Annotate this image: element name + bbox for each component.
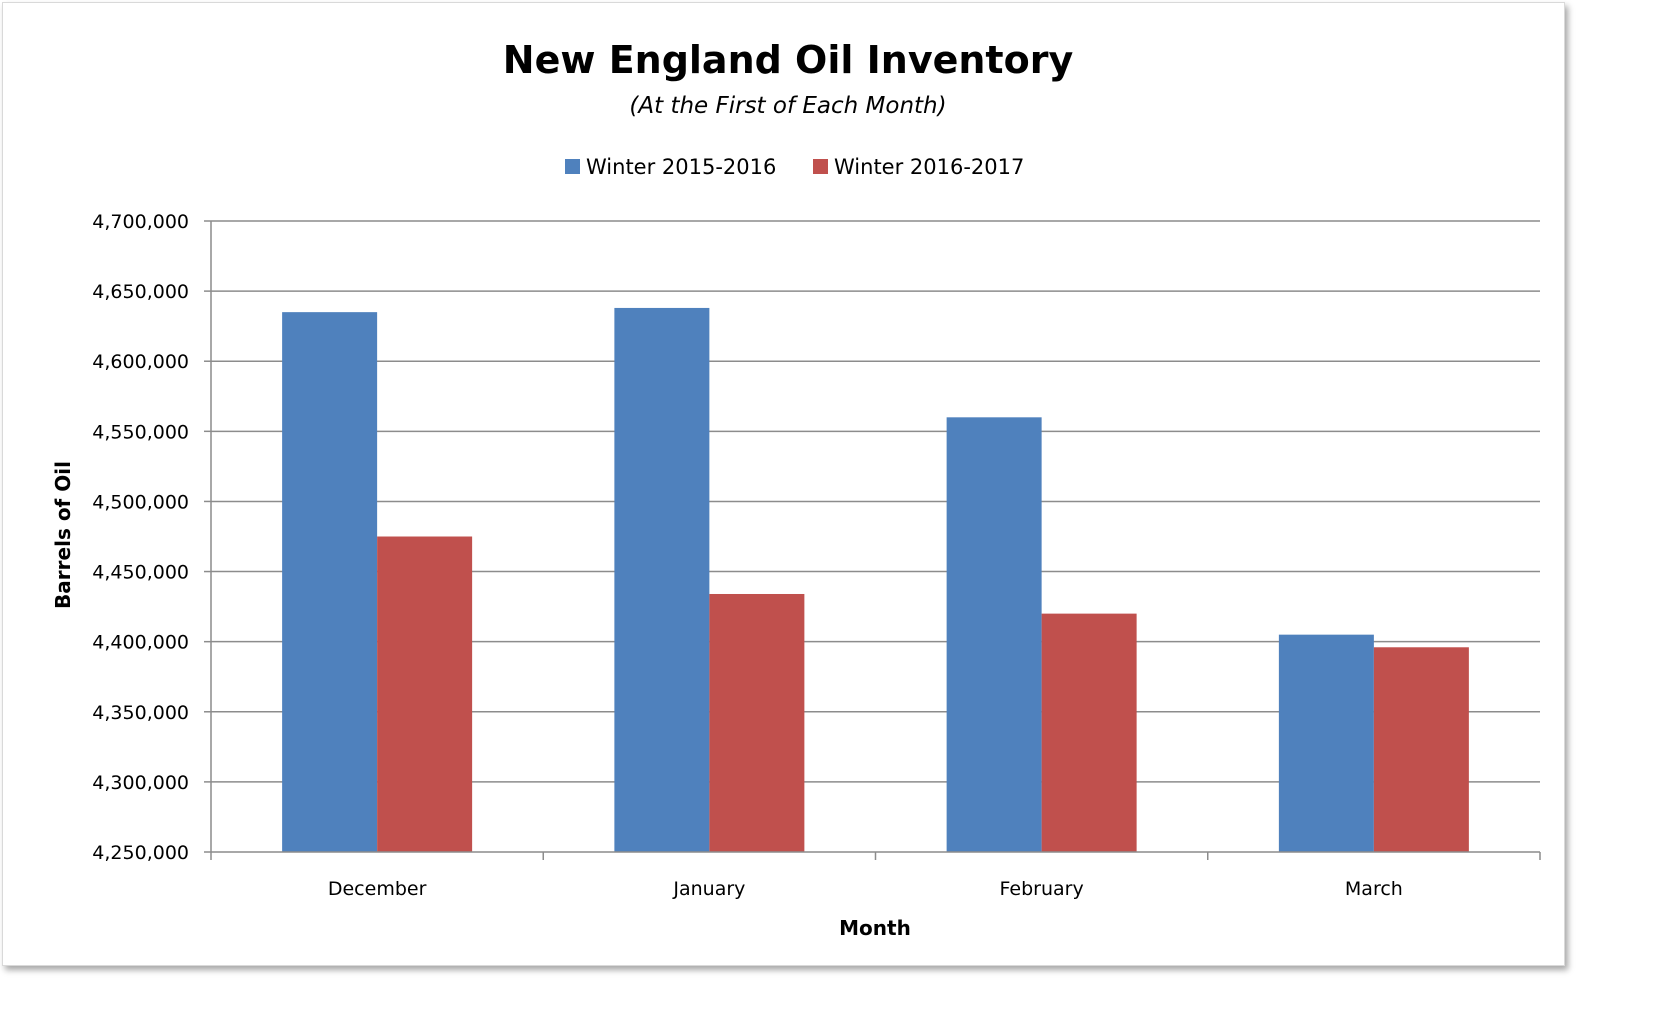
bar-2-january <box>709 593 805 852</box>
chart-title: New England Oil Inventory <box>503 38 1074 82</box>
y-tick-label: 4,300,000 <box>92 772 189 794</box>
legend-swatch-series-2 <box>813 159 828 174</box>
bar-1-january <box>614 307 710 853</box>
x-tick-label: January <box>672 878 745 900</box>
legend-swatch-series-1 <box>565 159 580 174</box>
y-tick-label: 4,700,000 <box>92 211 189 233</box>
x-tick-label: February <box>1000 878 1084 900</box>
y-tick-label: 4,600,000 <box>92 351 189 373</box>
bar-2-february <box>1041 613 1137 852</box>
bar-1-february <box>946 417 1042 852</box>
y-tick-label: 4,250,000 <box>92 842 189 864</box>
bars <box>282 307 1469 853</box>
bar-1-december <box>282 312 378 853</box>
y-tick-label: 4,550,000 <box>92 421 189 443</box>
x-axis-title: Month <box>839 916 911 940</box>
chart-frame: New England Oil Inventory (At the First … <box>2 2 1565 966</box>
y-tick-label: 4,400,000 <box>92 632 189 654</box>
x-axis-ticks: December January February March <box>210 852 1541 900</box>
y-axis-ticks: 4,250,000 4,300,000 4,350,000 4,400,000 4,45… <box>92 211 211 864</box>
y-tick-label: 4,650,000 <box>92 281 189 303</box>
y-tick-label: 4,500,000 <box>92 491 189 513</box>
x-tick-label: March <box>1345 878 1403 900</box>
legend-label-series-1: Winter 2015-2016 <box>586 155 776 179</box>
x-tick-label: December <box>328 878 427 900</box>
legend-label-series-2: Winter 2016-2017 <box>834 155 1024 179</box>
chart-svg: New England Oil Inventory (At the First … <box>51 38 1541 940</box>
bar-1-march <box>1278 634 1374 852</box>
chart-subtitle: (At the First of Each Month) <box>629 93 946 119</box>
y-axis-title: Barrels of Oil <box>51 461 75 609</box>
y-tick-label: 4,450,000 <box>92 562 189 584</box>
bar-2-december <box>377 536 473 852</box>
y-tick-label: 4,350,000 <box>92 702 189 724</box>
legend: Winter 2015-2016 Winter 2016-2017 <box>565 155 1024 179</box>
bar-2-march <box>1373 647 1469 852</box>
